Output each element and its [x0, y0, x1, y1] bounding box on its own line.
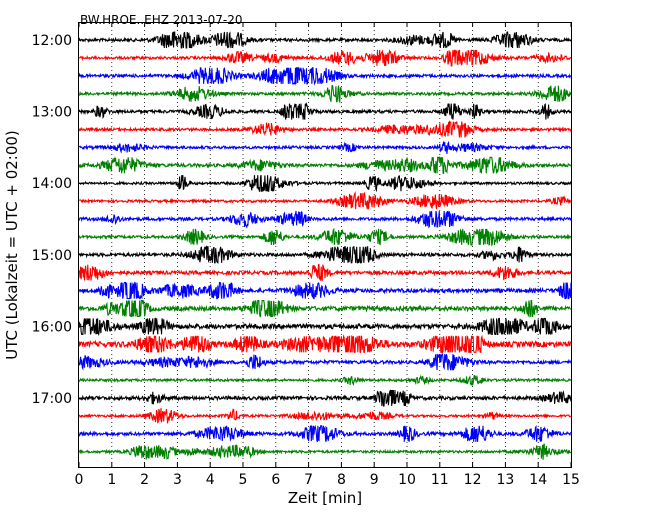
- seismic-trace: [78, 210, 572, 229]
- seismic-trace: [78, 353, 572, 371]
- seismic-trace: [78, 140, 572, 154]
- seismic-trace: [78, 85, 572, 104]
- x-tick-label: 2: [140, 472, 149, 488]
- seismic-trace: [78, 191, 572, 211]
- x-tick-label: 14: [529, 472, 547, 488]
- seismic-trace: [78, 67, 572, 86]
- y-tick-label: 13:00: [32, 105, 72, 121]
- seismic-trace: [78, 101, 572, 120]
- seismic-trace: [78, 281, 572, 300]
- x-axis-label: Zeit [min]: [288, 489, 362, 507]
- x-tick-label: 4: [206, 472, 215, 488]
- seismic-trace: [78, 120, 572, 138]
- seismic-trace: [78, 49, 572, 67]
- y-tick-label: 12:00: [32, 33, 72, 49]
- x-tick-label: 11: [431, 472, 449, 488]
- x-tick-label: 3: [173, 472, 182, 488]
- y-tick-label: 14:00: [32, 176, 72, 192]
- seismic-trace: [78, 31, 572, 49]
- plot-frame: [78, 22, 572, 468]
- x-tick-label: 7: [304, 472, 313, 488]
- x-tick-label: 10: [398, 472, 416, 488]
- y-tick-label: 16:00: [32, 319, 72, 335]
- x-tick-label: 8: [337, 472, 346, 488]
- x-tick-label: 0: [75, 472, 84, 488]
- seismic-trace: [78, 264, 572, 281]
- seismic-trace: [78, 334, 572, 354]
- seismic-trace: [78, 317, 572, 337]
- x-tick-label: 6: [271, 472, 280, 488]
- seismic-trace: [78, 408, 572, 424]
- y-tick-label: 15:00: [32, 248, 72, 264]
- seismic-trace: [78, 175, 572, 193]
- seismic-trace: [78, 389, 572, 407]
- tick-layer: 0 1 2 3 4 5 6 7 8 9 10 11 12 13 14 1512:0013:0014:0015:…: [32, 22, 580, 488]
- x-tick-label: 5: [239, 472, 248, 488]
- seismic-trace: [78, 424, 572, 442]
- seismic-trace: [78, 245, 572, 265]
- seismic-trace: [78, 156, 572, 174]
- trace-layer: [78, 31, 572, 460]
- chart-title: BW.HROE..EHZ 2013-07-20: [80, 13, 243, 27]
- x-tick-label: 13: [496, 472, 514, 488]
- x-tick-label: 9: [370, 472, 379, 488]
- x-tick-label: 12: [464, 472, 482, 488]
- seismic-trace: [78, 227, 571, 247]
- x-tick-label: 1: [107, 472, 116, 488]
- y-axis-label: UTC (Lokalzeit = UTC + 02:00): [3, 130, 21, 360]
- x-tick-label: 15: [562, 472, 580, 488]
- seismic-trace: [78, 374, 572, 387]
- y-tick-label: 17:00: [32, 391, 72, 407]
- seismic-trace: [78, 299, 572, 318]
- seismic-trace: [78, 443, 572, 460]
